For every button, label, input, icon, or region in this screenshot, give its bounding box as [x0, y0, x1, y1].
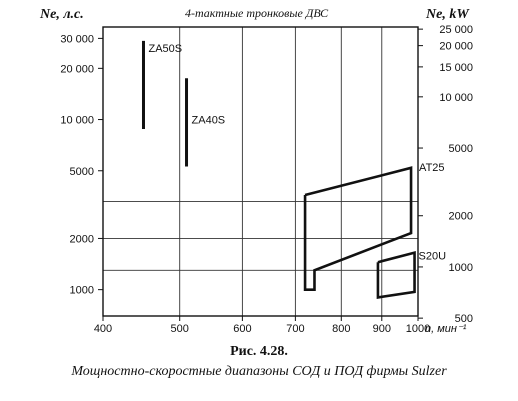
y-left-tick-label: 10 000 — [60, 115, 94, 127]
series-label-s20u: S20U — [419, 251, 447, 263]
plot-frame — [102, 26, 419, 317]
series-label-at25: AT25 — [419, 162, 444, 174]
series-label-za50s: ZA50S — [148, 43, 182, 55]
y-axis-left: 1000 2000 5000 10 000 20 000 30 000 — [60, 33, 103, 297]
chart-title: 4-тактные тронковые ДВС — [185, 6, 329, 20]
y-right-tick-label: 15 000 — [439, 62, 473, 74]
x-tick-label: 1000 — [406, 323, 430, 335]
x-tick-label: 600 — [233, 323, 251, 335]
x-axis-title: n, мин⁻¹ — [425, 323, 467, 335]
y-axis-left-title: Ne, л.с. — [39, 7, 84, 22]
figure-number: Рис. 4.28. — [230, 344, 288, 359]
x-tick-label: 500 — [171, 323, 189, 335]
x-tick-label: 400 — [94, 323, 112, 335]
y-right-tick-label: 10 000 — [439, 92, 473, 104]
x-axis: 400 500 600 700 800 900 1000 — [94, 316, 430, 335]
y-left-tick-label: 20 000 — [60, 63, 94, 75]
y-right-tick-label: 1000 — [449, 262, 473, 274]
series-s20u-region — [376, 250, 416, 299]
y-axis-right-title: Ne, kW — [425, 7, 470, 22]
y-right-tick-label: 25 000 — [439, 24, 473, 36]
x-tick-label: 800 — [332, 323, 350, 335]
series-at25-region — [303, 166, 413, 291]
series: ZA50S ZA40S AT25 S20U — [141, 40, 447, 299]
x-tick-label: 700 — [286, 323, 304, 335]
y-axis-right: 500 1000 2000 5000 10 000 15 000 20 000 25 000 — [418, 24, 473, 325]
y-right-tick-label: 2000 — [449, 211, 473, 223]
x-tick-label: 900 — [373, 323, 391, 335]
series-label-za40s: ZA40S — [192, 114, 226, 126]
figure-caption: Мощностно-скоростные диапазоны СОД и ПОД… — [71, 364, 447, 379]
y-left-tick-label: 1000 — [70, 285, 94, 297]
grid-lines — [103, 27, 418, 316]
y-left-tick-label: 2000 — [70, 233, 94, 245]
y-right-tick-label: 5000 — [449, 143, 473, 155]
y-left-tick-label: 30 000 — [60, 33, 94, 45]
power-speed-chart: 400 500 600 700 800 900 1000 1000 2000 5000 10 00… — [39, 6, 473, 335]
y-right-tick-label: 500 — [455, 313, 473, 325]
y-left-tick-label: 5000 — [70, 166, 94, 178]
y-right-tick-label: 20 000 — [439, 41, 473, 53]
